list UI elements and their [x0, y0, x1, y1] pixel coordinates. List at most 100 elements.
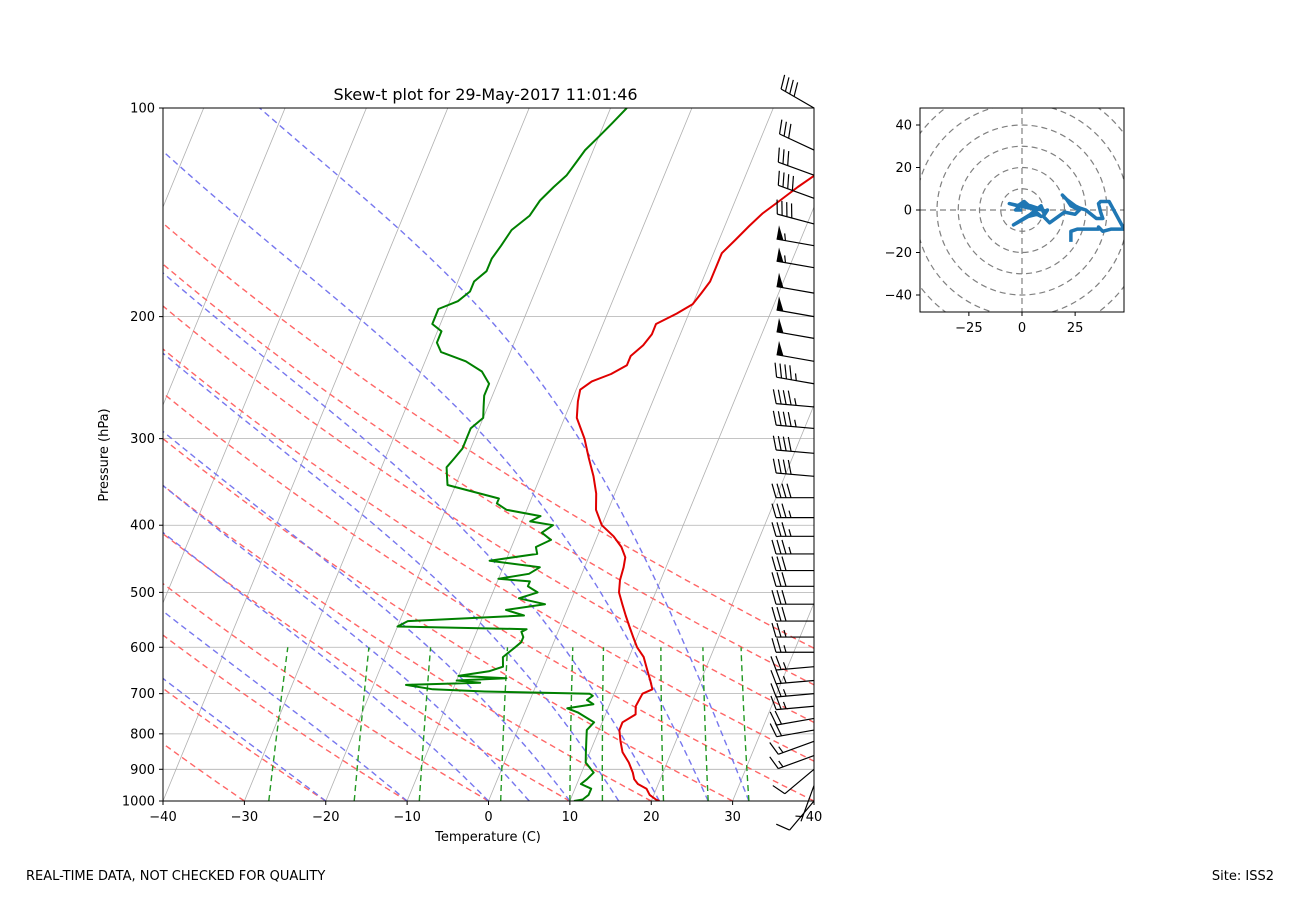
barb-feather — [776, 503, 782, 518]
skewt-profiles — [396, 108, 814, 801]
barb-feather — [772, 389, 777, 404]
barb-feather — [771, 522, 777, 537]
hodo-y-tick-label: 20 — [895, 161, 912, 176]
y-tick-label: 700 — [130, 687, 155, 702]
wind-barb — [772, 435, 815, 454]
barb-feather — [791, 175, 795, 191]
isotherm-line — [0, 108, 41, 801]
wind-barb — [778, 119, 815, 151]
barb-feather — [774, 710, 783, 725]
barb-half-feather — [784, 233, 787, 241]
barb-feather — [771, 622, 777, 638]
barb-feather — [780, 74, 786, 90]
wind-barb — [771, 483, 814, 499]
barb-feather — [772, 458, 777, 474]
barb-feather — [771, 590, 777, 605]
barb-half-feather — [778, 746, 784, 753]
barb-half-feather — [788, 529, 792, 537]
barb-feather — [770, 669, 777, 684]
mixing-ratio-line — [601, 647, 605, 801]
barb-half-feather — [782, 689, 787, 697]
wind-barb — [770, 682, 815, 698]
barb-feather — [776, 606, 782, 622]
wind-barb — [772, 410, 815, 430]
hodo-x-tick-label: −25 — [955, 321, 982, 336]
isotherm-line — [244, 108, 530, 801]
barb-feather — [777, 459, 782, 474]
barb-feather — [784, 77, 790, 92]
temperature-profile — [575, 174, 814, 801]
moist-adiabat — [163, 352, 620, 801]
barb-feather — [769, 711, 778, 726]
wind-barb — [776, 296, 815, 318]
mixing-ratio-line — [418, 647, 432, 801]
barb-feather — [784, 364, 788, 379]
wind-barb — [776, 340, 815, 362]
isotherm-line — [569, 205, 814, 801]
barb-feather — [776, 572, 782, 587]
barb-feather — [787, 436, 792, 452]
dry-adiabat — [163, 305, 814, 724]
wind-barb — [769, 755, 815, 770]
wind-barb — [770, 655, 815, 671]
barb-feather — [777, 436, 782, 451]
hodograph-ring — [936, 124, 1108, 296]
barb-staff — [776, 424, 815, 430]
y-tick-label: 600 — [130, 641, 155, 656]
wind-barb — [772, 458, 815, 477]
barb-feather — [776, 539, 782, 555]
moist-adiabat — [163, 677, 327, 801]
wind-barb — [769, 710, 815, 726]
y-tick-label: 100 — [130, 102, 155, 117]
barb-staff — [776, 403, 815, 408]
barb-feather — [787, 151, 790, 166]
y-tick-label: 400 — [130, 519, 155, 534]
barb-feather — [781, 522, 787, 537]
y-tick-label: 800 — [130, 727, 155, 742]
isotherm-line — [163, 108, 286, 407]
skewt-ticks: −40 −30 −20 −10 0 10 20 30 40 1000 900 800 700 600 500… — [122, 102, 822, 826]
barb-feather — [770, 656, 777, 671]
hodograph-ticks: −25 0 25 40 20 0 −20 −40 — [885, 119, 1084, 337]
barb-feather — [777, 411, 782, 426]
y-tick-label: 300 — [130, 432, 155, 447]
barb-staff — [776, 354, 815, 362]
barb-feather — [787, 174, 790, 189]
barb-pennant — [776, 225, 784, 241]
barb-feather — [771, 503, 777, 518]
barb-feather — [776, 483, 782, 498]
moist-adiabat — [163, 150, 709, 801]
barb-feather — [781, 556, 787, 571]
barb-feather — [771, 483, 777, 498]
mixing-ratio-line — [353, 647, 370, 801]
barb-feather — [781, 572, 787, 587]
barb-feather — [775, 682, 782, 697]
dry-adiabat — [163, 348, 814, 762]
wind-barb — [780, 74, 815, 109]
barb-feather — [789, 365, 792, 380]
barb-staff — [776, 376, 815, 385]
barb-feather — [778, 119, 783, 135]
barb-half-feather — [794, 398, 797, 406]
barb-feather — [783, 121, 787, 137]
barb-staff — [776, 331, 815, 339]
barb-half-feather — [794, 373, 797, 381]
barb-staff — [778, 161, 815, 176]
wind-barb — [777, 170, 815, 199]
y-tick-label: 1000 — [122, 795, 155, 810]
wind-barb — [769, 740, 815, 755]
x-tick-label: −30 — [231, 810, 258, 825]
y-tick-label: 500 — [130, 586, 155, 601]
barb-feather — [781, 503, 787, 518]
wind-barb — [771, 572, 814, 587]
wind-barb — [776, 317, 815, 339]
barb-half-feather — [788, 546, 792, 555]
wind-barb — [771, 539, 814, 555]
wind-barb — [771, 590, 814, 605]
barb-half-feather — [783, 645, 787, 653]
barb-feather — [787, 459, 792, 475]
dry-adiabat — [163, 392, 814, 801]
moist-adiabat — [163, 430, 571, 801]
barb-half-feather — [788, 510, 792, 518]
